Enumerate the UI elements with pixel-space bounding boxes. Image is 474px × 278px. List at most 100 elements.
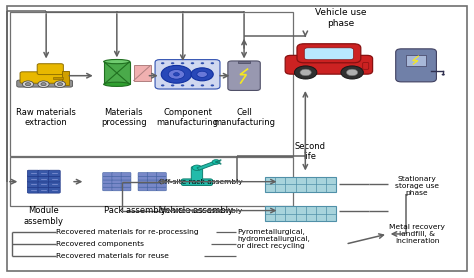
FancyBboxPatch shape: [103, 173, 112, 177]
FancyBboxPatch shape: [48, 181, 60, 188]
FancyBboxPatch shape: [38, 187, 50, 193]
Circle shape: [341, 66, 364, 79]
FancyBboxPatch shape: [406, 55, 426, 66]
FancyBboxPatch shape: [156, 187, 166, 191]
FancyBboxPatch shape: [121, 187, 131, 191]
FancyBboxPatch shape: [27, 187, 39, 193]
FancyBboxPatch shape: [285, 55, 373, 74]
Text: Materials
processing: Materials processing: [101, 108, 147, 127]
Text: Raw materials
extraction: Raw materials extraction: [16, 108, 76, 127]
Circle shape: [57, 83, 63, 86]
FancyBboxPatch shape: [112, 183, 122, 187]
Bar: [265, 207, 336, 221]
FancyBboxPatch shape: [147, 187, 157, 191]
Circle shape: [161, 85, 164, 86]
Circle shape: [171, 85, 174, 86]
Polygon shape: [197, 161, 218, 170]
FancyBboxPatch shape: [121, 176, 131, 180]
FancyBboxPatch shape: [147, 183, 157, 187]
FancyBboxPatch shape: [297, 44, 361, 63]
Bar: [265, 177, 336, 192]
Circle shape: [201, 62, 204, 64]
Bar: [238, 61, 250, 63]
FancyBboxPatch shape: [228, 61, 260, 90]
Text: Recovered components: Recovered components: [55, 241, 144, 247]
FancyBboxPatch shape: [138, 173, 148, 177]
Text: Vehicle assembly: Vehicle assembly: [160, 207, 234, 215]
Circle shape: [171, 62, 174, 64]
FancyBboxPatch shape: [62, 71, 69, 85]
Circle shape: [197, 71, 208, 77]
Bar: [104, 62, 130, 84]
Circle shape: [181, 62, 184, 64]
FancyBboxPatch shape: [20, 72, 66, 83]
Circle shape: [38, 81, 49, 88]
Circle shape: [210, 85, 214, 86]
Text: Vehicle use
phase: Vehicle use phase: [315, 8, 366, 28]
Circle shape: [22, 81, 34, 88]
Circle shape: [192, 165, 201, 170]
FancyBboxPatch shape: [304, 48, 354, 60]
Circle shape: [181, 85, 184, 86]
Text: Pyrometallurgical,
hydrometallurgical,
or direct recycling: Pyrometallurgical, hydrometallurgical, o…: [237, 229, 310, 249]
FancyBboxPatch shape: [147, 176, 157, 180]
FancyBboxPatch shape: [38, 170, 50, 177]
Circle shape: [161, 65, 191, 83]
Circle shape: [442, 74, 445, 76]
FancyBboxPatch shape: [121, 173, 131, 177]
FancyBboxPatch shape: [156, 176, 166, 180]
FancyBboxPatch shape: [191, 167, 202, 182]
Circle shape: [201, 85, 204, 86]
FancyBboxPatch shape: [38, 181, 50, 188]
Bar: [10, 157, 292, 207]
Circle shape: [55, 81, 65, 88]
FancyBboxPatch shape: [38, 176, 50, 182]
FancyBboxPatch shape: [121, 180, 131, 184]
FancyBboxPatch shape: [27, 181, 39, 188]
FancyBboxPatch shape: [112, 173, 122, 177]
FancyBboxPatch shape: [48, 170, 60, 177]
Circle shape: [173, 73, 179, 76]
FancyBboxPatch shape: [156, 180, 166, 184]
Text: Recovered materials for re-processing: Recovered materials for re-processing: [55, 229, 198, 235]
Text: Recovered materials for reuse: Recovered materials for reuse: [55, 253, 168, 259]
Circle shape: [210, 62, 214, 64]
FancyBboxPatch shape: [363, 63, 369, 69]
FancyBboxPatch shape: [182, 179, 212, 185]
Ellipse shape: [104, 82, 130, 86]
Circle shape: [191, 68, 213, 81]
FancyBboxPatch shape: [112, 176, 122, 180]
Text: Component
manufacturing: Component manufacturing: [156, 108, 219, 127]
Circle shape: [346, 69, 358, 76]
Text: Module
assembly: Module assembly: [24, 207, 64, 226]
Text: Pack assembly: Pack assembly: [104, 207, 166, 215]
FancyBboxPatch shape: [103, 176, 112, 180]
FancyBboxPatch shape: [103, 187, 112, 191]
Text: Second
life: Second life: [294, 142, 326, 161]
FancyBboxPatch shape: [103, 183, 112, 187]
FancyBboxPatch shape: [112, 187, 122, 191]
Circle shape: [191, 62, 194, 64]
FancyBboxPatch shape: [27, 170, 39, 177]
Text: Metal recovery
landfill, &
incineration: Metal recovery landfill, & incineration: [389, 224, 445, 244]
Circle shape: [300, 69, 311, 76]
FancyBboxPatch shape: [156, 183, 166, 187]
Circle shape: [191, 85, 194, 86]
FancyBboxPatch shape: [48, 176, 60, 182]
FancyBboxPatch shape: [134, 65, 151, 81]
FancyBboxPatch shape: [103, 180, 112, 184]
FancyBboxPatch shape: [138, 187, 148, 191]
FancyBboxPatch shape: [53, 77, 63, 79]
FancyBboxPatch shape: [138, 180, 148, 184]
FancyBboxPatch shape: [17, 80, 73, 87]
FancyBboxPatch shape: [48, 187, 60, 193]
Ellipse shape: [104, 59, 130, 64]
Circle shape: [294, 66, 317, 79]
FancyBboxPatch shape: [155, 59, 220, 89]
Text: Stationary
storage use
phase: Stationary storage use phase: [395, 176, 439, 196]
FancyBboxPatch shape: [27, 176, 39, 182]
Text: On-site rack assembly: On-site rack assembly: [159, 208, 243, 214]
FancyBboxPatch shape: [121, 183, 131, 187]
Circle shape: [168, 70, 184, 79]
FancyBboxPatch shape: [147, 173, 157, 177]
